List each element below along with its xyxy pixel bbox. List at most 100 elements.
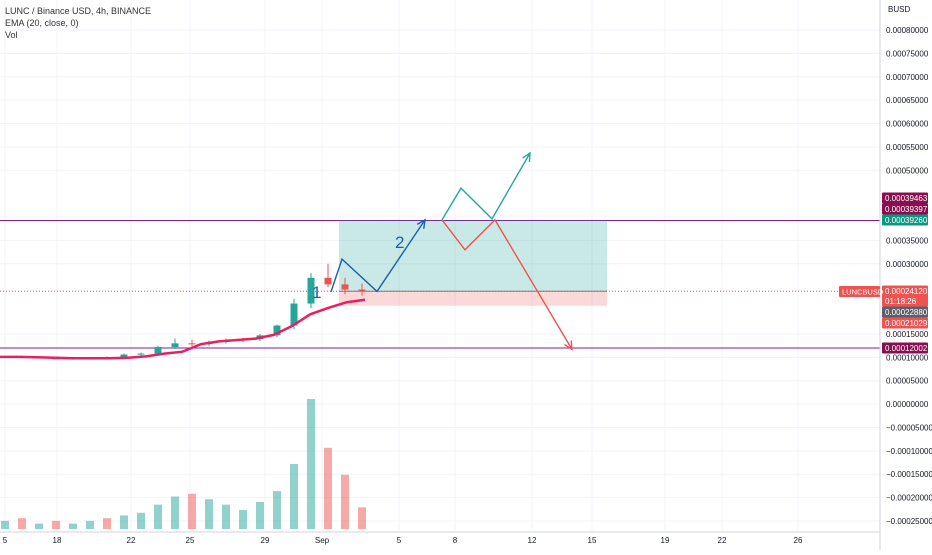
volume-bar: [188, 493, 196, 529]
time-tick-label: 25: [186, 536, 195, 545]
time-tick-label: 19: [661, 536, 670, 545]
candle: [273, 324, 281, 338]
price-tick-label: −0.00020000: [886, 494, 932, 503]
candle-body: [154, 347, 162, 354]
price-axis[interactable]: BUSD 0.00080000 0.00075000 0.00070000 0.0006…: [879, 0, 932, 550]
price-tick-label: 0.00005000: [886, 377, 929, 386]
price-tick-label: 0.00010000: [886, 353, 929, 362]
price-label: 0.00021029: [882, 317, 928, 329]
price-label-bg: [882, 285, 928, 297]
arrow-head: [564, 340, 573, 351]
volume-bars: [1, 399, 366, 529]
price-tick-label: 0.00000000: [886, 400, 929, 409]
candle: [341, 277, 349, 295]
price-label-text: 0.00039260: [885, 216, 928, 225]
time-tick-label: 8: [453, 536, 458, 545]
price-label-bg: [882, 342, 928, 354]
ema-polyline: [0, 298, 366, 360]
price-label: 01:18:26: [882, 295, 928, 307]
symbol-badge-bg: [839, 286, 880, 297]
price-label-text: 01:18:26: [885, 297, 917, 306]
volume-bar: [324, 447, 332, 529]
time-tick-label: 29: [261, 536, 270, 545]
volume-bar: [18, 518, 26, 529]
volume-bar: [154, 504, 162, 529]
projection-path[interactable]: [441, 218, 573, 350]
wave-label[interactable]: 2: [395, 233, 404, 252]
volume-bar: [137, 512, 145, 529]
volume-bar: [273, 491, 281, 529]
ema-line: [0, 298, 366, 360]
price-tick-label: 0.00080000: [886, 26, 929, 35]
candle-body: [341, 284, 349, 290]
price-tick-label: 0.00070000: [886, 73, 929, 82]
price-label-bg: [882, 192, 928, 204]
volume-bar: [358, 507, 366, 529]
loss-zone[interactable]: [339, 291, 607, 306]
candle: [324, 263, 332, 288]
position-zone[interactable]: [339, 220, 607, 306]
horizontal-lines[interactable]: [0, 220, 880, 349]
volume-bar: [341, 474, 349, 529]
projection-paths[interactable]: [330, 151, 573, 351]
price-label-text: 0.00012002: [885, 344, 928, 353]
price-tick-label: 0.00065000: [886, 96, 929, 105]
candle-body: [120, 354, 128, 358]
time-tick-label: 5: [3, 536, 8, 545]
volume-bar: [86, 520, 94, 529]
time-tick-label: 15: [588, 536, 597, 545]
price-label: 0.00024120: [882, 285, 928, 297]
volume-bar: [256, 501, 264, 529]
price-label-text: 0.00039397: [885, 205, 928, 214]
projection-path[interactable]: [330, 219, 426, 293]
candle-body: [290, 303, 298, 326]
arrow-head: [416, 218, 426, 229]
time-tick-label: 12: [528, 536, 537, 545]
time-tick-label: 22: [127, 536, 136, 545]
candle: [188, 339, 196, 347]
volume-bar: [120, 515, 128, 529]
volume-bar: [171, 496, 179, 529]
currency-label: BUSD: [888, 5, 910, 14]
candle-body: [188, 343, 196, 345]
volume-bar: [290, 464, 298, 529]
volume-bar: [52, 520, 60, 529]
candle: [154, 345, 162, 355]
price-tick-label: −0.00010000: [886, 447, 932, 456]
price-tick-label: 0.00015000: [886, 330, 929, 339]
candle: [358, 283, 366, 296]
wave-label[interactable]: 1: [312, 283, 321, 302]
grid: [0, 0, 880, 530]
price-tick-label: 0.00035000: [886, 236, 929, 245]
symbol-badge-text: LUNCBUSD: [842, 288, 884, 297]
price-label-text: 0.00039463: [885, 194, 928, 203]
symbol-badge[interactable]: LUNCBUSD: [839, 286, 884, 297]
annotations[interactable]: 12: [312, 233, 404, 302]
price-label: 0.00039397: [882, 203, 928, 215]
volume-bar: [307, 399, 315, 529]
price-labels: 0.00039463 0.00039397 0.00039260 0.00024120…: [839, 192, 928, 354]
projection-path[interactable]: [441, 152, 531, 221]
candle-body: [273, 325, 281, 336]
price-label-bg: [882, 214, 928, 226]
time-axis[interactable]: 5 18 22 25 29 Sep 5 8 12 15 19 22 26: [0, 531, 880, 545]
price-tick-label: 0.00030000: [886, 260, 929, 269]
volume-indicator-label[interactable]: Vol: [5, 30, 18, 40]
time-tick-label: 22: [718, 536, 727, 545]
price-label: 0.00012002: [882, 342, 928, 354]
candles: [1, 263, 366, 360]
price-tick-label: −0.00005000: [886, 423, 932, 432]
volume-bar: [35, 523, 43, 529]
candle-body: [358, 289, 366, 292]
time-tick-label: 5: [397, 536, 402, 545]
volume-bar: [205, 499, 213, 529]
price-label-text: 0.00022880: [885, 308, 928, 317]
ema-indicator-label[interactable]: EMA (20, close, 0): [5, 18, 79, 28]
profit-zone[interactable]: [339, 220, 607, 292]
candle: [171, 338, 179, 349]
candle-body: [324, 277, 332, 285]
time-tick-label: 26: [794, 536, 803, 545]
time-tick-label: 18: [53, 536, 62, 545]
